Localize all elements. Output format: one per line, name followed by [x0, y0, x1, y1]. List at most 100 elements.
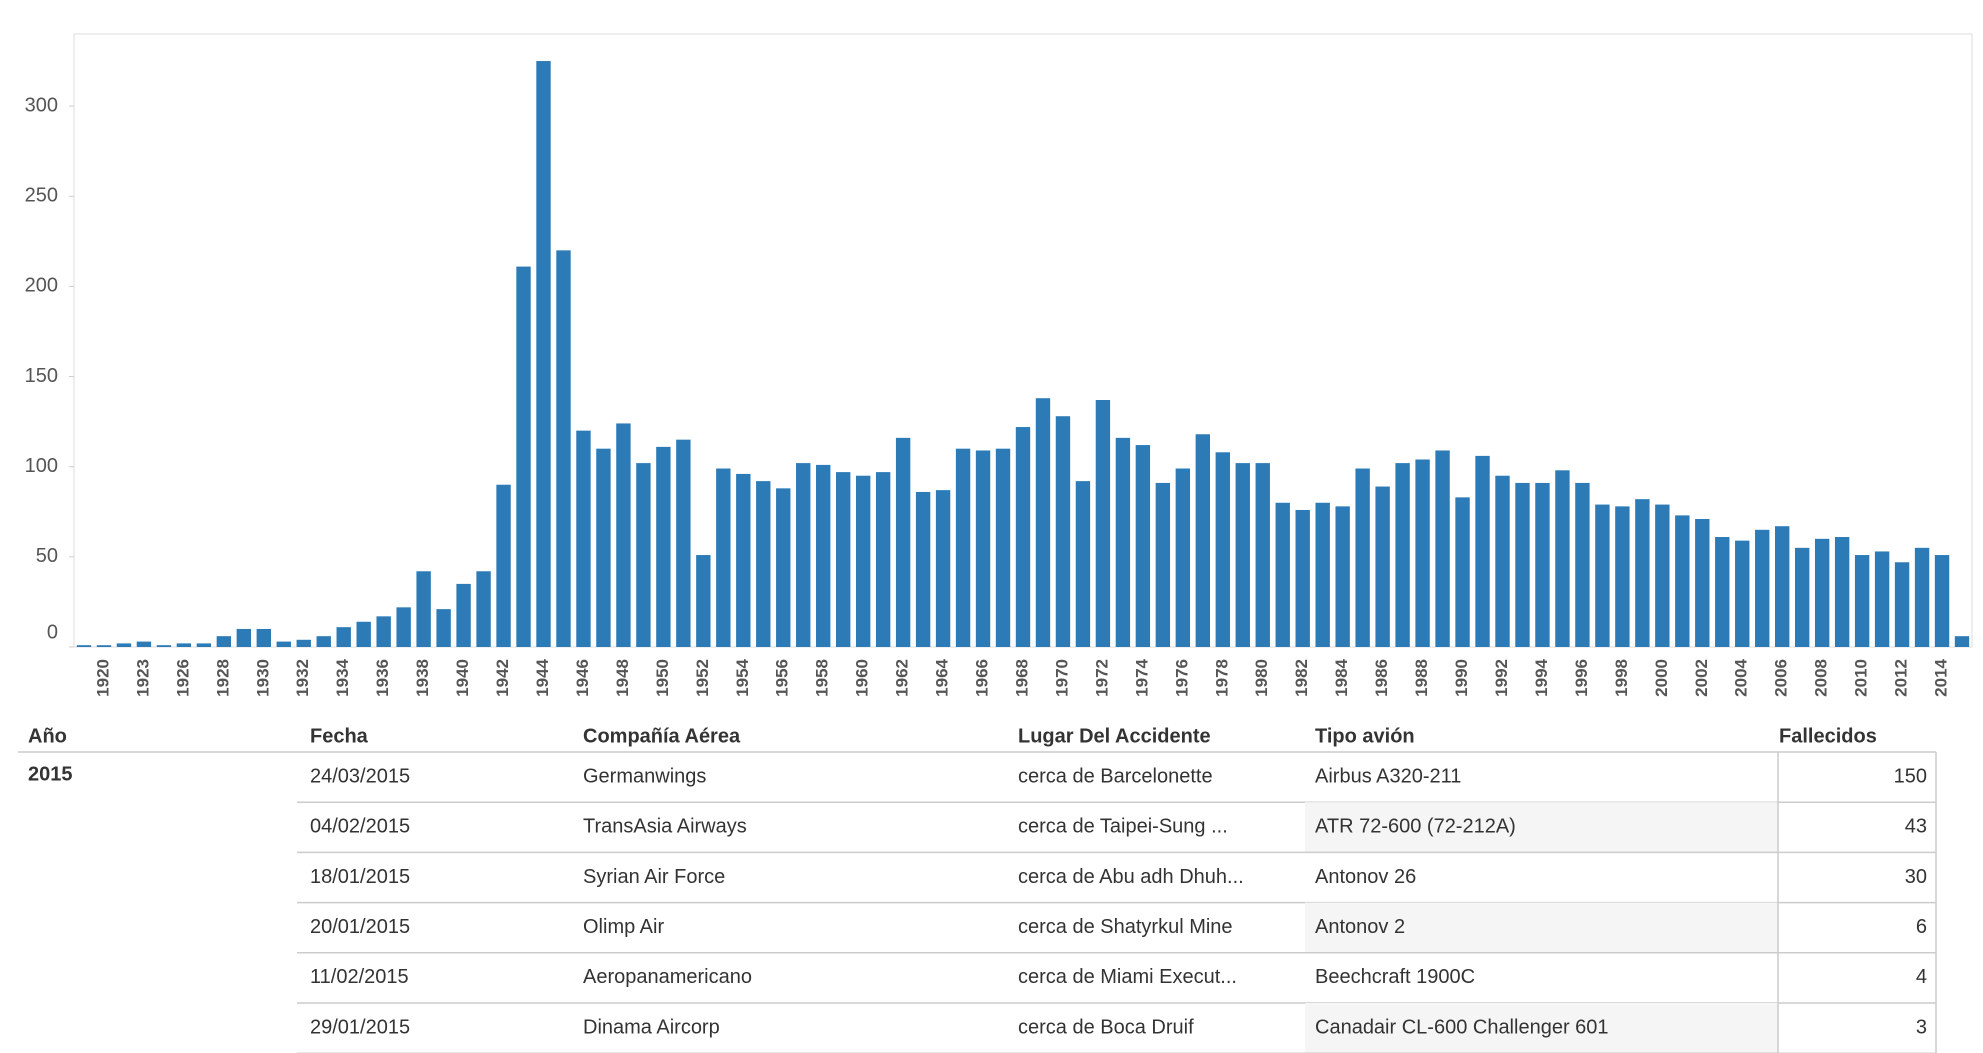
x-tick-label: 1978	[1212, 659, 1231, 697]
bar	[1475, 455, 1490, 647]
x-tick-label: 1956	[773, 659, 792, 697]
bar	[476, 571, 491, 647]
bar	[1615, 506, 1630, 647]
bar	[1675, 515, 1690, 647]
bar	[1035, 398, 1051, 647]
x-tick-label: 1932	[293, 659, 312, 697]
x-tick-label: 1972	[1092, 659, 1111, 697]
bar	[935, 490, 951, 647]
x-tick-label: 1980	[1252, 659, 1271, 697]
bar	[1355, 468, 1370, 647]
x-tick-label: 1976	[1172, 659, 1191, 697]
cell: 11/02/2015	[310, 966, 409, 988]
bar	[316, 636, 331, 647]
bar	[1834, 537, 1850, 647]
bar	[1255, 463, 1270, 647]
bar	[556, 250, 571, 647]
bar	[76, 645, 92, 647]
bar	[1395, 463, 1410, 647]
bar	[1175, 468, 1191, 647]
x-tick-label: 2002	[1692, 659, 1711, 697]
column-header: Fecha	[310, 725, 369, 747]
bar	[376, 616, 391, 647]
x-tick-label: 1964	[933, 658, 952, 696]
cell: 3	[1916, 1016, 1927, 1038]
bar	[1575, 482, 1590, 647]
x-tick-label: 1946	[573, 659, 592, 697]
cell-shade	[1305, 802, 1778, 853]
x-tick-label: 1986	[1372, 659, 1391, 697]
cell: 4	[1916, 966, 1927, 988]
cell: Aeropanamericano	[583, 966, 752, 988]
bar	[736, 473, 751, 647]
bar	[216, 636, 232, 647]
bar	[116, 643, 132, 647]
bar	[915, 491, 931, 647]
cell: 30	[1905, 866, 1927, 888]
bar	[1235, 463, 1250, 647]
cell: 6	[1916, 916, 1927, 938]
bar	[875, 472, 891, 647]
bar	[1595, 504, 1610, 647]
bar	[776, 488, 791, 647]
bar	[96, 645, 112, 647]
cell: 04/02/2015	[310, 816, 410, 838]
bar	[1814, 538, 1830, 647]
bar	[516, 266, 531, 647]
bar	[1375, 486, 1390, 647]
y-tick-label: 100	[25, 455, 58, 477]
bar	[136, 641, 152, 647]
x-tick-label: 1952	[693, 659, 712, 697]
cell: Airbus A320-211	[1315, 765, 1461, 787]
x-tick-label: 1960	[853, 659, 872, 697]
cell: cerca de Boca Druif	[1018, 1016, 1194, 1038]
bar	[1155, 482, 1171, 647]
cell: Beechcraft 1900C	[1315, 966, 1475, 988]
y-tick-label: 200	[25, 275, 58, 297]
x-tick-label: 1994	[1532, 658, 1551, 696]
bar	[955, 448, 971, 647]
x-tick-label: 2012	[1892, 659, 1911, 697]
column-header: Tipo avión	[1315, 725, 1415, 747]
bar	[1934, 555, 1950, 647]
bar	[1135, 445, 1151, 647]
cell: 150	[1894, 765, 1927, 787]
cell-shade	[1305, 1003, 1778, 1053]
bar	[1015, 427, 1031, 647]
cell: cerca de Taipei-Sung ...	[1018, 816, 1228, 838]
cell: Canadair CL-600 Challenger 601	[1315, 1016, 1609, 1038]
x-tick-label: 1944	[533, 658, 552, 696]
bar	[496, 484, 511, 647]
x-tick-label: 1934	[333, 658, 352, 696]
bar	[396, 607, 411, 647]
bar	[616, 423, 631, 647]
cell-shade	[1305, 902, 1778, 953]
bar	[676, 439, 691, 647]
bar	[895, 437, 911, 647]
x-tick-label: 1966	[973, 659, 992, 697]
x-tick-label: 1920	[93, 659, 112, 697]
bar	[1854, 555, 1870, 647]
bar	[336, 627, 351, 647]
x-tick-label: 2008	[1812, 659, 1831, 697]
group-label: 2015	[28, 763, 73, 785]
bar	[1315, 502, 1330, 647]
bar	[176, 643, 192, 647]
bar	[1555, 470, 1570, 647]
bar	[1215, 452, 1230, 647]
bar	[1635, 499, 1650, 647]
x-tick-label: 1958	[813, 659, 832, 697]
bar	[536, 61, 551, 647]
cell: cerca de Barcelonette	[1018, 765, 1213, 787]
bar	[356, 621, 371, 647]
bar	[1195, 434, 1211, 647]
x-tick-label: 2004	[1732, 658, 1751, 696]
bar	[576, 430, 591, 647]
bar	[1515, 482, 1530, 647]
column-header: Fallecidos	[1779, 725, 1877, 747]
cell: Germanwings	[583, 765, 706, 787]
bar	[1335, 506, 1350, 647]
y-tick-label: 300	[25, 94, 58, 116]
bar	[1415, 459, 1430, 647]
column-header: Lugar Del Accidente	[1018, 725, 1211, 747]
